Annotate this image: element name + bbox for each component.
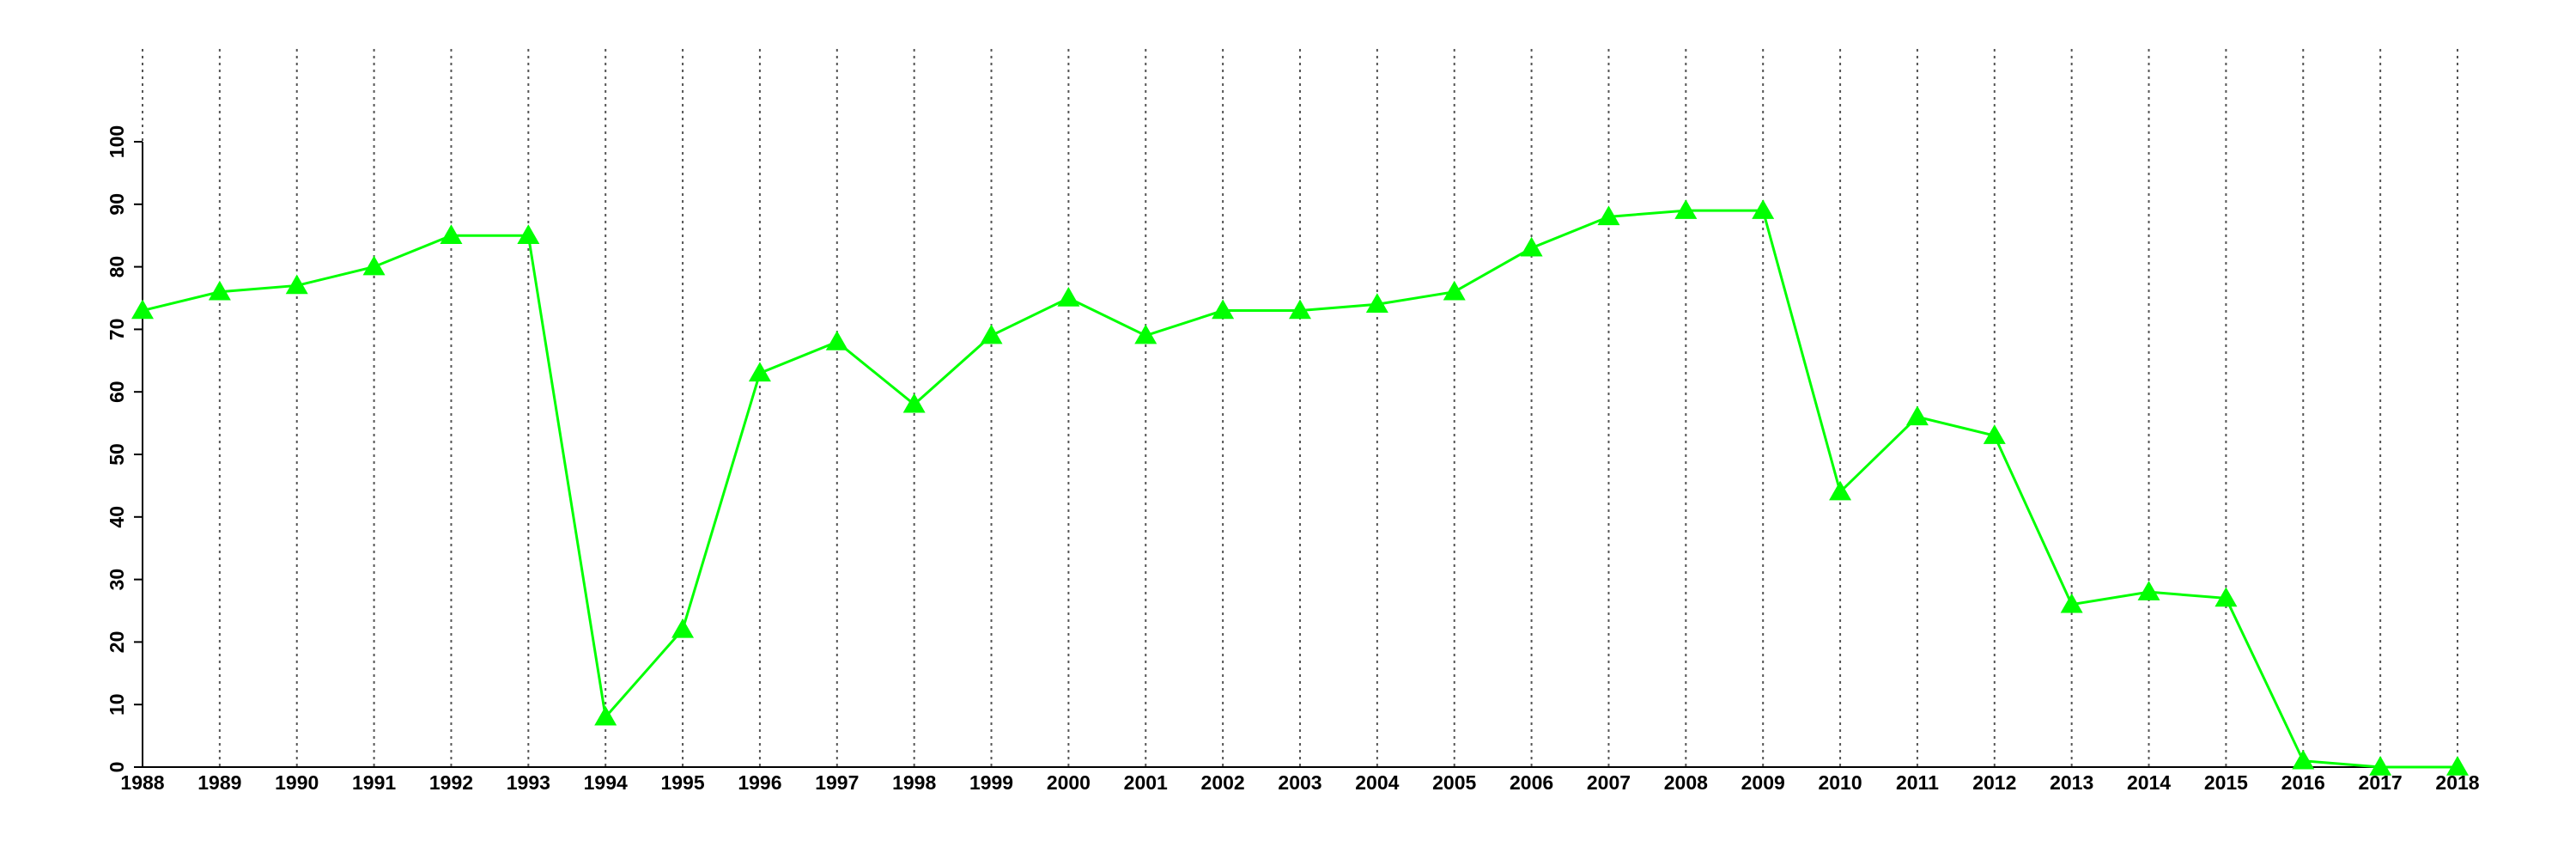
marker [671, 618, 695, 638]
marker [208, 280, 231, 301]
marker [1520, 236, 1543, 257]
y-tick-label: 80 [106, 256, 128, 278]
x-tick-label: 1992 [429, 771, 473, 794]
y-tick-label: 50 [106, 443, 128, 466]
marker [825, 330, 848, 350]
x-tick-label: 2004 [1355, 771, 1399, 794]
marker [1829, 480, 1852, 501]
marker [1597, 205, 1620, 226]
marker [1057, 287, 1080, 307]
y-tick-label: 20 [106, 631, 128, 654]
marker [2446, 756, 2469, 776]
x-tick-label: 1990 [275, 771, 319, 794]
x-tick-label: 2002 [1201, 771, 1245, 794]
marker [748, 362, 771, 382]
x-tick-label: 1995 [660, 771, 704, 794]
marker [1752, 199, 1775, 219]
y-tick-label: 90 [106, 193, 128, 216]
x-tick-label: 1993 [507, 771, 550, 794]
x-tick-label: 1999 [969, 771, 1013, 794]
y-tick-label: 60 [106, 381, 128, 403]
x-tick-label: 2000 [1047, 771, 1091, 794]
x-tick-label: 2005 [1432, 771, 1476, 794]
x-tick-label: 1996 [738, 771, 781, 794]
x-tick-label: 2007 [1587, 771, 1631, 794]
marker [1674, 199, 1698, 219]
x-tick-label: 1997 [815, 771, 859, 794]
marker [2060, 593, 2083, 613]
marker [2215, 587, 2238, 607]
marker [2292, 749, 2315, 770]
marker [2369, 756, 2392, 776]
x-tick-label: 2015 [2204, 771, 2248, 794]
x-tick-label: 2003 [1278, 771, 1321, 794]
y-tick-label: 40 [106, 506, 128, 528]
x-tick-label: 2012 [1972, 771, 2016, 794]
marker [1983, 424, 2006, 444]
y-tick-label: 0 [106, 762, 128, 773]
x-tick-label: 2001 [1124, 771, 1168, 794]
x-tick-label: 1994 [584, 771, 628, 794]
y-tick-label: 30 [106, 569, 128, 591]
marker [517, 224, 540, 244]
marker [1365, 293, 1388, 314]
y-tick-label: 70 [106, 319, 128, 341]
x-tick-label: 2014 [2127, 771, 2171, 794]
x-tick-label: 2010 [1818, 771, 1862, 794]
marker [2137, 581, 2160, 600]
marker [1443, 280, 1466, 301]
x-tick-label: 2013 [2050, 771, 2093, 794]
marker [1212, 299, 1235, 320]
x-tick-label: 2008 [1664, 771, 1708, 794]
marker [440, 224, 463, 244]
x-tick-label: 2006 [1510, 771, 1553, 794]
marker [1905, 405, 1929, 426]
marker [980, 324, 1003, 344]
marker [362, 255, 386, 276]
y-tick-label: 10 [106, 693, 128, 716]
x-tick-label: 1989 [197, 771, 241, 794]
marker [131, 299, 154, 320]
marker [594, 705, 617, 726]
x-tick-label: 1998 [892, 771, 936, 794]
x-tick-label: 2016 [2281, 771, 2325, 794]
marker [1289, 299, 1311, 320]
x-tick-label: 1991 [352, 771, 396, 794]
marker [1134, 324, 1157, 344]
x-tick-label: 1988 [120, 771, 164, 794]
x-tick-label: 2009 [1741, 771, 1785, 794]
marker [285, 274, 308, 295]
x-tick-label: 2011 [1896, 771, 1939, 794]
y-tick-label: 100 [106, 125, 128, 158]
marker [902, 393, 926, 413]
